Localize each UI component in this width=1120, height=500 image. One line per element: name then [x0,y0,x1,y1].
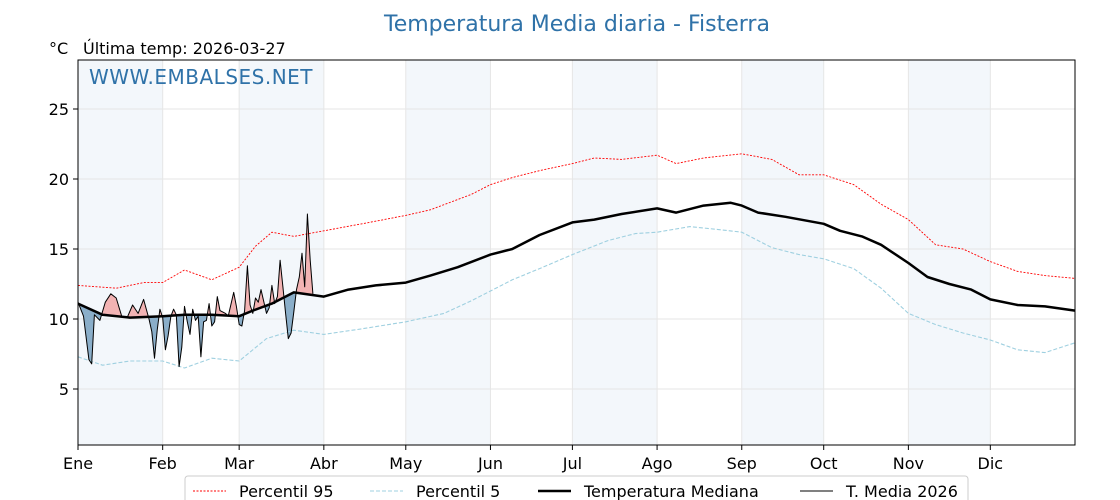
x-tick-label: Sep [727,454,757,473]
x-tick-label: Jul [562,454,582,473]
x-axis: Ene Feb Mar Abr May Jun Jul Ago Sep Oct Nov Dic [63,445,1003,473]
series-line-t-media-2026 [77,213,314,368]
x-tick-label: Feb [149,454,177,473]
legend-box [184,475,969,500]
fill-above-median [269,285,274,305]
month-band-1 [239,60,324,445]
x-tick-label: Ago [642,454,673,473]
month-band-2 [405,60,491,445]
series-line-temperatura-mediana [77,201,1076,319]
y-tick-label: 5 [59,380,69,399]
x-tick-label: Oct [810,454,838,473]
month-band-3 [572,60,658,445]
y-tick-label: 10 [49,310,69,329]
fill-above-median [296,214,313,296]
plot-frame [77,59,1076,446]
fill-above-median [228,292,238,317]
fill-above-median [171,309,177,316]
fill-above-median [101,293,126,318]
y-axis: 5 10 15 20 25 [49,100,78,399]
watermark: WWW.EMBALSES.NET [89,65,313,89]
fill-above-median [127,299,149,318]
month-bands [78,60,991,445]
x-tick-label: Abr [310,454,338,473]
unit-label: °C [49,39,68,58]
x-tick-label: Mar [224,454,255,473]
fill-below-median [211,314,216,326]
last-temp-label: Última temp: 2026-03-27 [83,39,286,58]
y-tick-label: 25 [49,100,69,119]
month-band-5 [908,60,991,445]
x-tick-label: Nov [893,454,924,473]
legend: Percentil 95 Percentil 5 Temperatura Media… [184,475,969,500]
fill-above-median [275,260,284,302]
y-tick-label: 20 [49,170,69,189]
series-line-percentil-5 [77,226,1076,369]
fill-below-median [149,316,159,359]
series-line-percentil-95 [77,153,1076,289]
series-lines [77,153,1076,369]
x-tick-label: Jun [477,454,503,473]
month-band-4 [741,60,824,445]
fill-below-median [186,314,192,335]
fill-above-median [215,296,228,316]
x-tick-label: Ene [63,454,93,473]
legend-label-0: Percentil 95 [239,482,334,500]
legend-label-1: Percentil 5 [416,482,500,500]
legend-label-2: Temperatura Mediana [583,482,759,500]
month-band-0 [78,60,163,445]
legend-label-3: T. Media 2026 [845,482,958,500]
y-tick-label: 15 [49,240,69,259]
chart-title: Temperatura Media diaria - Fisterra [383,12,770,37]
x-tick-label: Dic [978,454,1004,473]
plot-area: WWW.EMBALSES.NET [77,59,1076,446]
x-tick-label: May [389,454,422,473]
fill-below-median [194,314,208,357]
